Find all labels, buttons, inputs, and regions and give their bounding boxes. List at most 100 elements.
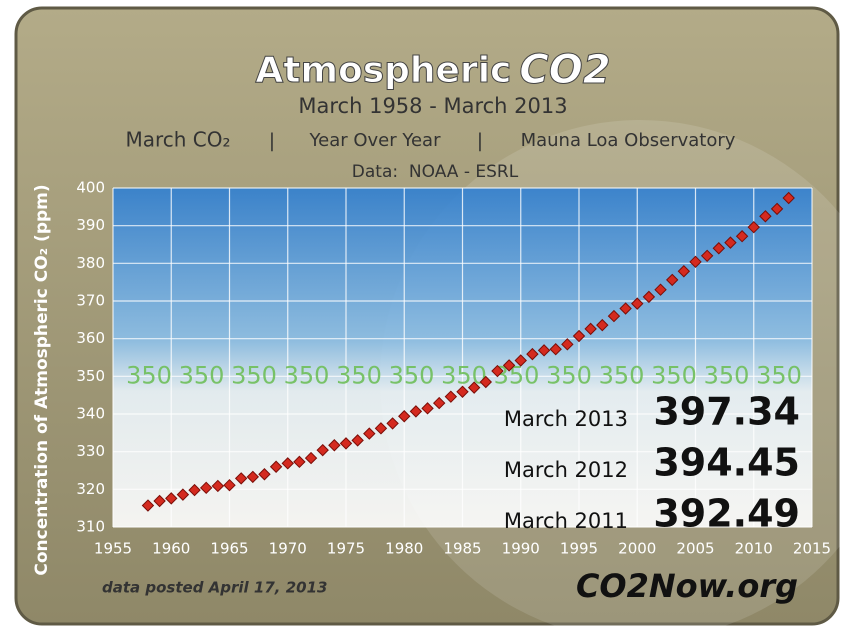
- data-point: [409, 405, 423, 418]
- x-tick-label: 1960: [152, 540, 190, 558]
- data-point: [304, 451, 318, 465]
- data-point: [339, 437, 353, 450]
- separator: |: [269, 130, 275, 152]
- data-point: [153, 494, 166, 508]
- data-point: [328, 439, 341, 452]
- y-tick-label: 380: [76, 254, 105, 272]
- reference-label: 350: [389, 361, 435, 389]
- data-point: [386, 417, 399, 430]
- reference-label: 350: [546, 361, 592, 389]
- data-point: [444, 390, 458, 403]
- reference-label: 350: [704, 361, 750, 389]
- data-point: [281, 457, 294, 470]
- data-point: [782, 191, 795, 205]
- data-point: [491, 364, 504, 378]
- footnote: data posted April 17, 2013: [102, 579, 327, 597]
- data-point: [141, 499, 155, 512]
- data-point: [526, 347, 539, 361]
- data-point: [211, 479, 225, 493]
- reference-label: 350: [651, 361, 697, 389]
- data-point: [432, 396, 446, 410]
- chart-subtitle: March 1958 - March 2013: [298, 94, 567, 118]
- subheading: Mauna Loa Observatory: [521, 130, 736, 151]
- data-point: [351, 434, 364, 447]
- reference-label: 350: [494, 361, 540, 389]
- x-tick-label: 2000: [618, 540, 656, 558]
- data-point: [549, 343, 562, 356]
- x-tick-label: 2005: [676, 540, 714, 558]
- data-point: [654, 283, 667, 296]
- data-point: [421, 402, 434, 415]
- x-tick-label: 1990: [502, 540, 540, 558]
- y-tick-label: 310: [76, 518, 105, 536]
- chart-title-formula: CO2: [519, 47, 610, 93]
- data-point: [398, 410, 411, 423]
- data-point: [619, 302, 632, 315]
- data-point: [316, 443, 329, 457]
- reference-label: 350: [231, 361, 277, 389]
- data-point: [759, 210, 772, 223]
- data-point: [770, 202, 784, 216]
- x-tick-label: 1985: [443, 540, 481, 558]
- y-axis-label: Concentration of Atmospheric CO₂ (ppm): [32, 184, 52, 575]
- x-tick-label: 1975: [327, 540, 365, 558]
- data-point: [700, 249, 714, 263]
- data-point: [269, 460, 283, 473]
- reference-label: 350: [756, 361, 802, 389]
- annotation-label: March 2012: [504, 458, 628, 482]
- data-point: [363, 427, 376, 440]
- data-point: [607, 309, 621, 323]
- chart-title: Atmospheric: [255, 50, 511, 91]
- annotation-label: March 2013: [504, 407, 628, 431]
- subheading: March CO₂: [125, 128, 230, 152]
- data-point: [293, 455, 306, 469]
- x-tick-label: 1965: [210, 540, 248, 558]
- data-point: [677, 265, 691, 278]
- y-tick-label: 360: [76, 329, 105, 347]
- annotation-value: 392.49: [653, 492, 800, 536]
- data-point: [689, 255, 702, 269]
- x-tick-label: 2015: [793, 540, 831, 558]
- data-point: [502, 359, 516, 372]
- data-point: [735, 230, 749, 243]
- logo: CO2Now.org: [576, 567, 798, 605]
- data-point: [712, 242, 726, 255]
- x-tick-label: 1955: [94, 540, 132, 558]
- x-tick-label: 1995: [560, 540, 598, 558]
- data-point: [724, 236, 737, 249]
- data-point: [176, 488, 190, 501]
- data-point: [258, 468, 271, 481]
- reference-label: 350: [179, 361, 225, 389]
- source: Data: NOAA - ESRL: [352, 162, 519, 182]
- data-point: [631, 297, 644, 310]
- data-point: [234, 472, 248, 485]
- x-tick-label: 1970: [269, 540, 307, 558]
- y-tick-label: 340: [76, 405, 105, 423]
- reference-label: 350: [336, 361, 382, 389]
- data-point: [596, 318, 609, 332]
- data-point: [479, 375, 493, 389]
- data-point: [374, 422, 388, 435]
- data-point: [165, 492, 178, 505]
- data-point: [561, 338, 574, 351]
- y-tick-label: 370: [76, 292, 105, 310]
- x-tick-label: 2010: [735, 540, 773, 558]
- reference-label: 350: [126, 361, 172, 389]
- data-point: [642, 290, 656, 304]
- data-point: [246, 470, 260, 484]
- annotation-label: March 2011: [504, 509, 628, 533]
- separator: |: [477, 130, 483, 152]
- reference-label: 350: [599, 361, 645, 389]
- x-tick-label: 1980: [385, 540, 423, 558]
- data-point: [747, 220, 760, 234]
- data-point: [537, 344, 551, 357]
- data-point: [188, 483, 201, 497]
- data-point: [514, 354, 527, 367]
- y-tick-label: 400: [76, 179, 105, 197]
- y-tick-label: 320: [76, 480, 105, 498]
- data-point: [456, 385, 469, 398]
- annotation-value: 394.45: [653, 441, 800, 485]
- subheading: Year Over Year: [309, 130, 442, 151]
- y-tick-label: 350: [76, 367, 105, 385]
